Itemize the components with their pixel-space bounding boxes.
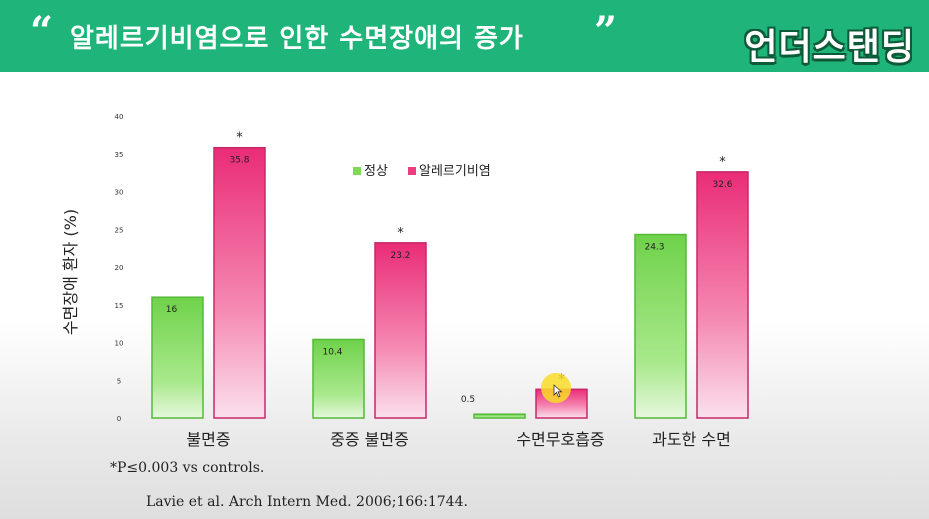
- source-citation: Lavie et al. Arch Intern Med. 2006;166:1…: [146, 494, 468, 510]
- category-label: 중증 불면증: [330, 430, 409, 449]
- y-tick-label: 5: [117, 377, 121, 385]
- header-bar: “ 알레르기비염으로 인한 수면장애의 증가 ” 언더스탠딩: [0, 0, 929, 72]
- legend-swatch: [353, 167, 361, 175]
- y-axis-label: 수면장애 환자 (%): [61, 209, 80, 335]
- bar-normal: [151, 296, 204, 419]
- bar-allergic-rhinitis: [213, 146, 266, 419]
- y-tick-label: 30: [115, 189, 124, 197]
- y-tick-label: 15: [115, 302, 124, 310]
- data-label: 35.8: [229, 156, 249, 166]
- y-tick-label: 35: [115, 151, 124, 159]
- category-label: 과도한 수면: [652, 430, 731, 449]
- category-label: 불면증: [186, 430, 230, 449]
- significance-marker: *: [719, 155, 726, 170]
- y-tick-label: 0: [117, 415, 121, 423]
- bar-normal: [473, 413, 526, 419]
- close-quote-mark: ”: [594, 8, 618, 55]
- legend-swatch: [408, 167, 416, 175]
- data-label: 23.2: [390, 251, 410, 261]
- legend-entry: 정상: [364, 164, 388, 179]
- data-label: 24.3: [644, 243, 664, 253]
- bar-normal: [312, 338, 365, 419]
- channel-logo: 언더스탠딩: [744, 27, 915, 68]
- significance-marker: *: [397, 226, 404, 241]
- bar-allergic-rhinitis: [696, 171, 749, 419]
- bar-normal: [634, 233, 687, 419]
- data-label: 10.4: [322, 347, 342, 357]
- y-tick-label: 20: [115, 264, 124, 272]
- mouse-pointer-icon: [553, 384, 563, 398]
- data-label: 16: [166, 305, 178, 315]
- significance-marker: *: [236, 131, 243, 146]
- data-label: 32.6: [712, 180, 732, 190]
- y-tick-label: 10: [115, 340, 124, 348]
- y-tick-label: 25: [115, 226, 124, 234]
- data-label: 0.5: [461, 395, 475, 405]
- open-quote-mark: “: [30, 8, 54, 55]
- y-tick-label: 40: [115, 113, 124, 121]
- page-title: 알레르기비염으로 인한 수면장애의 증가: [70, 24, 524, 54]
- category-label: 수면무호흡증: [516, 430, 604, 449]
- sleep-disorder-bar-chart: 0 5 10 15 20 25 30 35 40 수면장애 환자 (%) 16 35.8 * 불면증 10.…: [61, 113, 749, 449]
- significance-footnote: *P≤0.003 vs controls.: [110, 460, 265, 476]
- bar-allergic-rhinitis: [374, 242, 427, 419]
- legend-entry: 알레르기비염: [419, 164, 491, 179]
